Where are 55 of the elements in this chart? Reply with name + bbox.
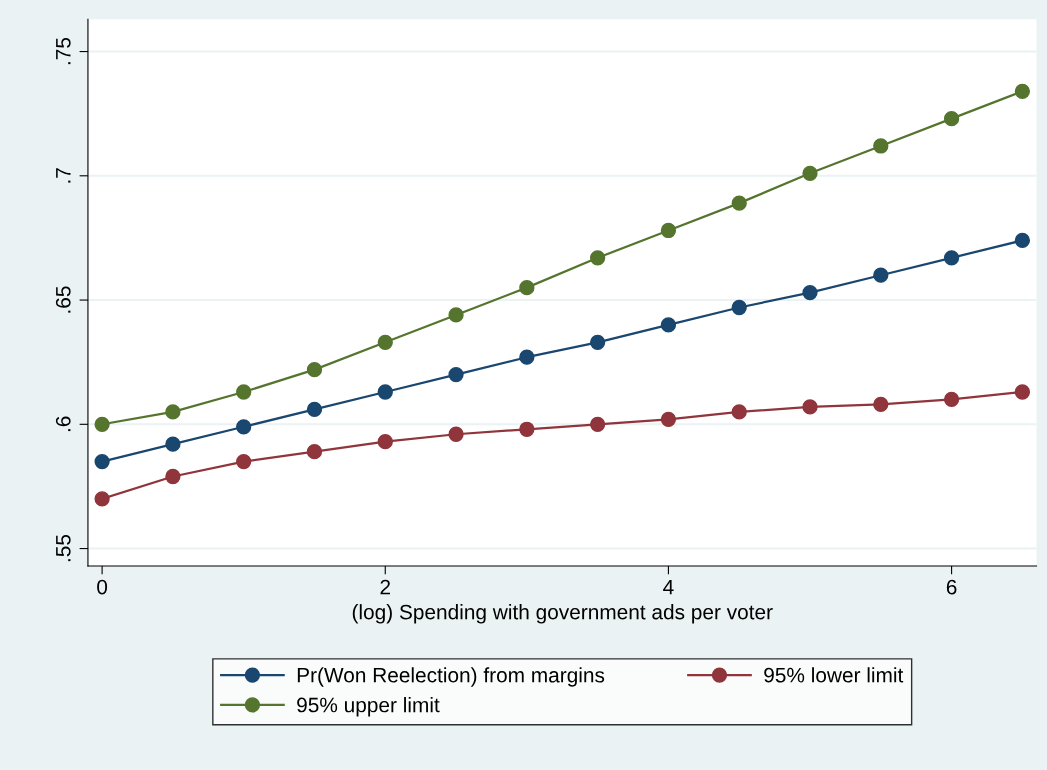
point — [377, 434, 393, 450]
point — [165, 468, 181, 485]
point — [660, 317, 677, 333]
point — [1014, 83, 1031, 99]
x-tick-label: 0 — [97, 579, 108, 595]
y-tick-label: .7 — [56, 168, 71, 183]
x-tick-label: 4 — [663, 579, 674, 595]
point — [165, 404, 181, 420]
point — [306, 361, 323, 378]
point — [1014, 232, 1031, 249]
point — [660, 222, 677, 239]
point — [943, 111, 960, 127]
point — [873, 138, 889, 154]
y-tick-label: .6 — [55, 416, 71, 432]
y-tick-label: .75 — [56, 37, 71, 65]
legend-label: Pr(Won Reelection) from margins — [297, 667, 605, 687]
point — [519, 349, 535, 365]
point — [236, 419, 252, 435]
point — [94, 453, 110, 470]
point — [448, 307, 464, 323]
y-tick-label: .55 — [56, 534, 71, 562]
point — [589, 250, 606, 266]
point — [519, 279, 535, 296]
point — [660, 411, 677, 427]
point — [731, 404, 747, 420]
point — [94, 416, 110, 432]
x-tick-label: 6 — [946, 579, 957, 595]
point — [236, 453, 252, 470]
x-axis-title: (log) Spending with government ads per voter — [352, 604, 773, 624]
point — [236, 384, 252, 400]
point — [377, 384, 393, 400]
point — [589, 416, 606, 432]
point — [448, 366, 464, 383]
point — [873, 396, 889, 413]
point — [306, 401, 323, 418]
legend-label: 95% upper limit — [297, 697, 440, 717]
point — [519, 421, 535, 437]
point — [731, 195, 747, 211]
point — [802, 399, 818, 415]
point — [589, 334, 606, 350]
point — [165, 436, 181, 452]
y-tick-label: .65 — [55, 286, 71, 313]
point — [306, 444, 323, 460]
point — [943, 391, 960, 408]
point — [802, 284, 818, 301]
point — [802, 165, 818, 181]
point — [377, 334, 393, 350]
point — [1014, 384, 1031, 400]
point — [94, 491, 110, 507]
x-tick-label: 2 — [380, 579, 391, 595]
point — [448, 426, 464, 442]
point — [873, 267, 889, 283]
point — [731, 299, 747, 316]
point — [943, 250, 960, 266]
legend-label: 95% lower limit — [764, 667, 904, 683]
